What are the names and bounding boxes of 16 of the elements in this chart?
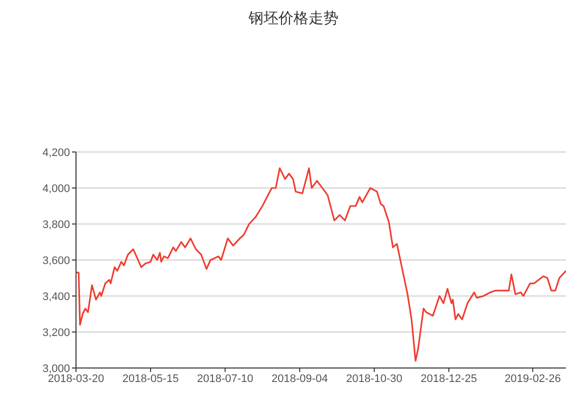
chart-title: 钢坯价格走势 [248,9,340,29]
y-tick-label: 4,000 [42,182,70,195]
y-tick-label: 4,200 [42,146,70,159]
x-tick-label: 2018-12-25 [420,372,477,385]
y-tick-label: 3,800 [42,218,70,231]
y-tick-label: 3,000 [42,362,70,375]
y-tick-label: 3,200 [42,326,70,339]
line-series [76,167,566,362]
x-tick-label: 2018-09-04 [272,372,328,385]
x-tick-label: 2019-02-26 [504,372,561,385]
y-tick-label: 3,400 [42,290,70,303]
y-tick-label: 3,600 [42,254,70,267]
x-tick-label: 2018-10-30 [346,372,402,385]
x-tick-label: 2018-07-10 [196,372,254,385]
x-tick-label: 2018-03-20 [48,372,104,385]
x-tick-label: 2018-05-15 [122,372,179,385]
